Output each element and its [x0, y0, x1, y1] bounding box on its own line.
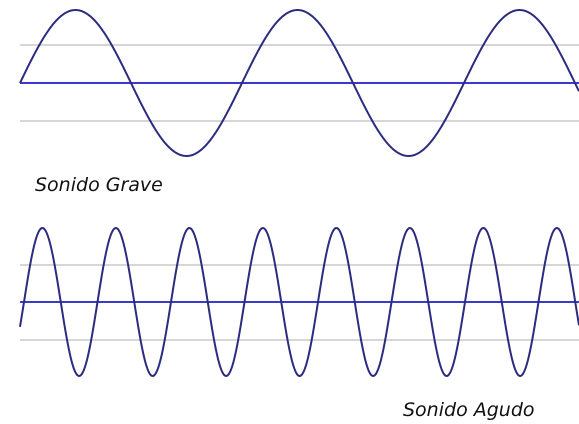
low-wave-panel [19, 9, 579, 157]
high-wave [19, 226, 579, 378]
low-wave [19, 9, 579, 157]
high-wave-panel [19, 226, 579, 378]
high-label: Sonido Agudo [403, 399, 535, 421]
low-label: Sonido Grave [35, 174, 163, 196]
